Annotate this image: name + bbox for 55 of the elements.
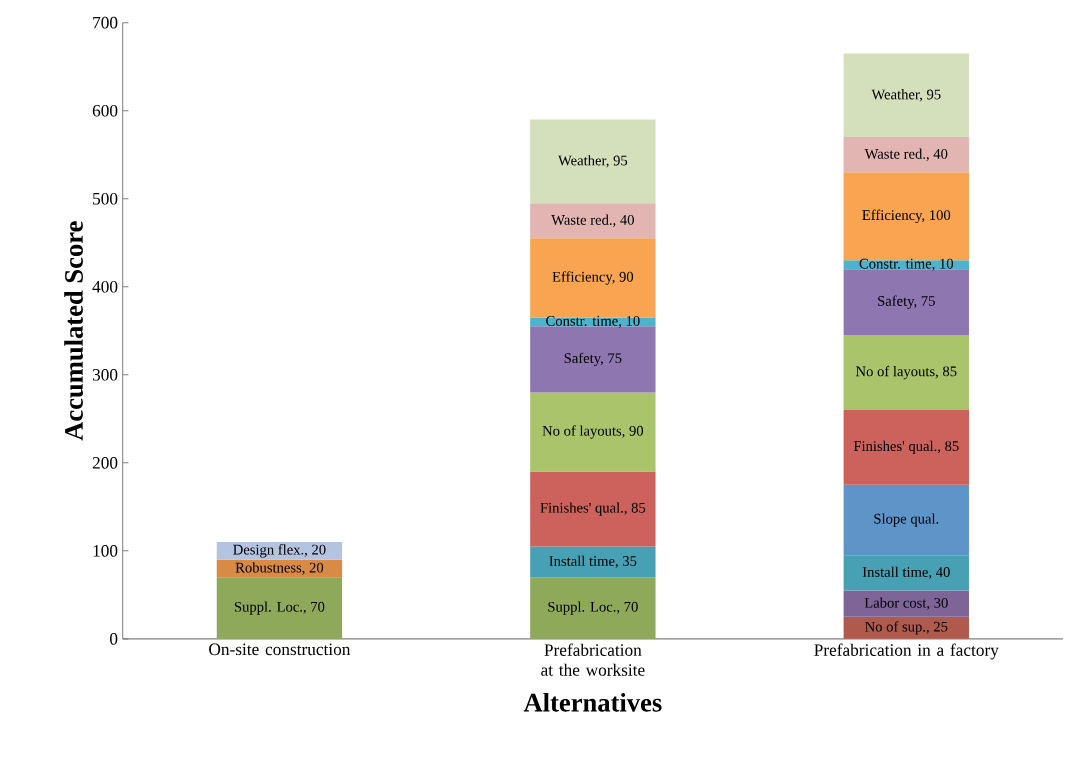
data-label: Safety, 75 — [564, 352, 622, 366]
bar — [843, 269, 969, 336]
y-axis-title: Accumulated Score — [64, 221, 83, 441]
y-tick-label: 0 — [110, 632, 118, 645]
bar — [843, 590, 969, 617]
y-tick-label: 100 — [93, 544, 118, 557]
bar — [530, 238, 656, 318]
bar — [530, 577, 656, 639]
data-label: No of sup., 25 — [865, 621, 948, 635]
y-tick-label: 200 — [92, 456, 118, 469]
x-tick-label: Prefabrication in a factory — [814, 643, 999, 660]
data-label: Efficiency, 90 — [552, 271, 634, 285]
data-label: Install time, 40 — [862, 566, 950, 579]
bar — [530, 546, 656, 578]
data-label: Waste red., 40 — [864, 148, 948, 161]
bar — [530, 203, 656, 239]
y-tick-label: 400 — [92, 280, 118, 293]
data-label: No of layouts, 85 — [855, 365, 957, 380]
data-label: Safety, 75 — [878, 295, 935, 309]
data-label: Design flex., 20 — [233, 544, 326, 558]
data-label: Finishes' qual., 85 — [540, 502, 646, 516]
data-label: Constr. time, 10 — [859, 258, 954, 271]
data-label: Weather, 95 — [871, 89, 941, 102]
data-label: Waste red., 40 — [551, 214, 634, 227]
bar — [843, 484, 969, 556]
bar — [843, 137, 969, 173]
x-axis-title: Alternatives — [523, 692, 662, 712]
data-label: No of layouts, 90 — [542, 425, 644, 439]
y-tick-label: 500 — [93, 192, 118, 205]
bar — [843, 335, 969, 410]
y-tick-label: 600 — [92, 104, 118, 117]
data-label: Constr. time, 10 — [546, 315, 640, 328]
bar — [530, 392, 656, 472]
x-tick-label: Prefabrication at the worksite — [541, 643, 645, 676]
y-tick-label: 700 — [93, 16, 118, 29]
bar — [843, 616, 969, 639]
bar — [530, 471, 656, 547]
y-tick-label: 300 — [92, 368, 118, 381]
bar — [530, 326, 656, 393]
data-label: Efficiency, 100 — [862, 209, 951, 223]
x-tick-label: On-site construction — [209, 643, 351, 656]
bar — [843, 409, 969, 485]
data-label: Labor cost, 30 — [864, 597, 948, 610]
data-label: Weather, 95 — [558, 155, 628, 168]
data-label: Suppl. Loc., 70 — [234, 601, 325, 615]
bar — [843, 53, 969, 137]
data-label: Install time, 35 — [549, 555, 637, 568]
data-label: Suppl. Loc., 70 — [548, 601, 638, 615]
data-label: Slope qual. — [874, 513, 939, 527]
bar — [216, 541, 343, 560]
data-label: Finishes' qual., 85 — [853, 440, 959, 454]
bar — [530, 119, 656, 204]
bar — [216, 577, 343, 639]
data-label: Robustness, 20 — [235, 562, 324, 575]
bar — [843, 555, 969, 591]
